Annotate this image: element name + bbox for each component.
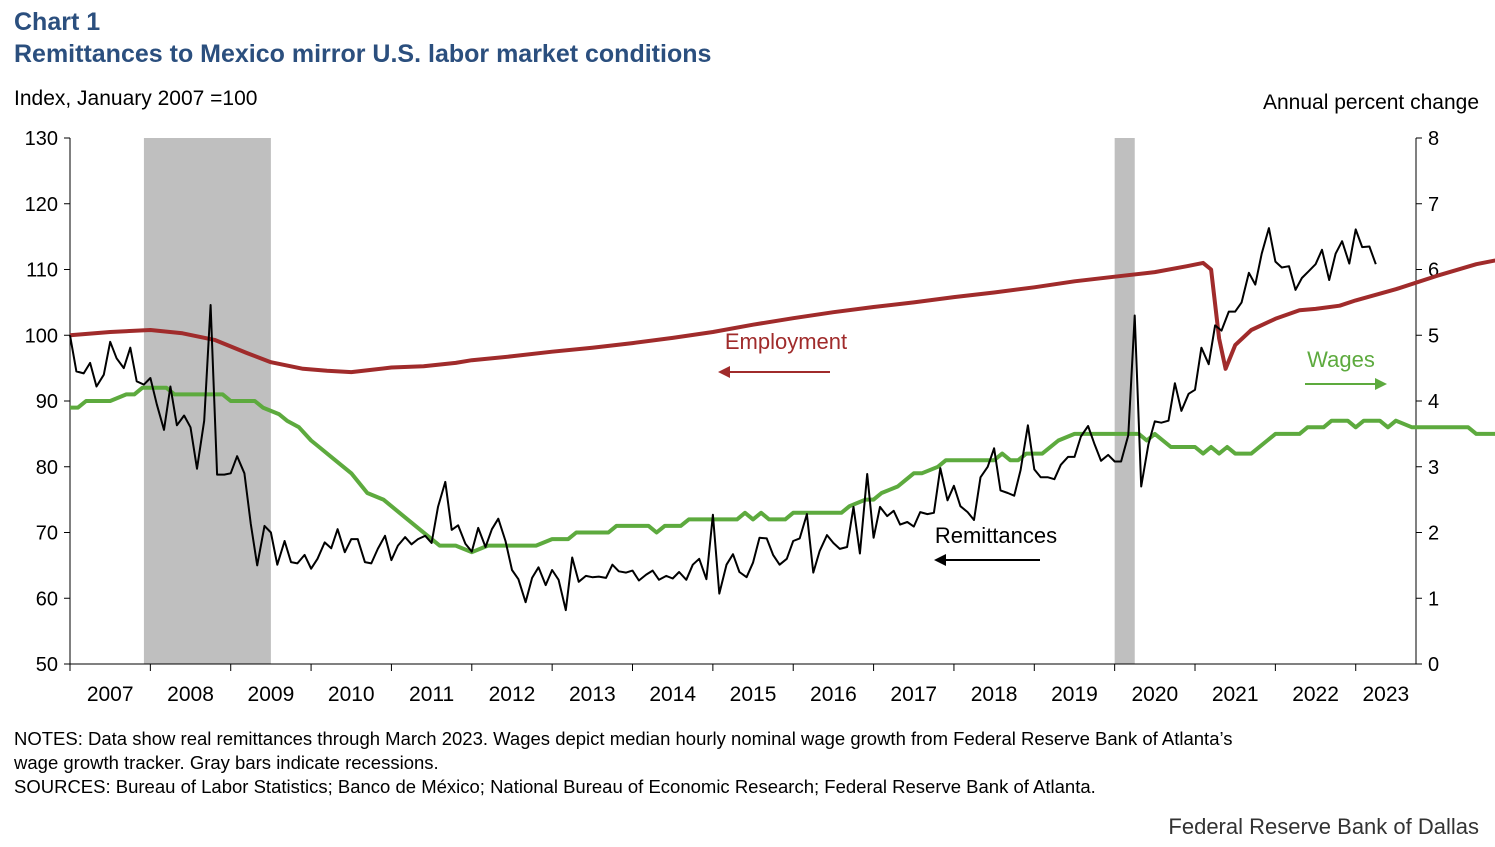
y-left-tick-label: 90 xyxy=(36,391,58,413)
chart-title: Remittances to Mexico mirror U.S. labor … xyxy=(14,40,712,68)
x-tick-label: 2008 xyxy=(167,683,214,706)
x-tick-label: 2021 xyxy=(1212,683,1259,706)
annotation-arrowhead-employment xyxy=(718,366,730,378)
sources-line: SOURCES: Bureau of Labor Statistics; Ban… xyxy=(14,776,1096,797)
chart-label: Chart 1 xyxy=(14,8,101,36)
annotation-arrowhead-wages xyxy=(1375,378,1387,390)
notes-line-2: wage growth tracker. Gray bars indicate … xyxy=(14,752,439,773)
y-right-tick-label: 5 xyxy=(1428,325,1439,347)
y-left-tick-label: 60 xyxy=(36,588,58,610)
annotation-wages: Wages xyxy=(1307,347,1375,372)
x-tick-label: 2014 xyxy=(649,683,696,706)
y-left-tick-label: 100 xyxy=(25,325,58,347)
y-axis-left-label: Index, January 2007 =100 xyxy=(14,87,258,110)
x-tick-label: 2023 xyxy=(1363,683,1410,706)
x-tick-label: 2010 xyxy=(328,683,375,706)
y-right-tick-label: 7 xyxy=(1428,194,1439,216)
annotation-arrowhead-remittances xyxy=(934,554,946,566)
x-tick-label: 2007 xyxy=(87,683,134,706)
series-line-employment xyxy=(69,258,1495,375)
recession-bar-2 xyxy=(1114,138,1135,664)
x-tick-label: 2009 xyxy=(248,683,295,706)
x-tick-label: 2011 xyxy=(409,683,454,706)
y-left-tick-label: 130 xyxy=(25,128,58,150)
credit: Federal Reserve Bank of Dallas xyxy=(1168,814,1479,839)
series-line-remittances xyxy=(69,227,1377,612)
series-line-wages xyxy=(70,385,1495,555)
x-tick-label: 2012 xyxy=(489,683,536,706)
y-right-tick-label: 1 xyxy=(1428,588,1439,610)
x-tick-label: 2018 xyxy=(971,683,1018,706)
y-axis-right-label: Annual percent change xyxy=(1263,91,1479,114)
y-right-tick-label: 3 xyxy=(1428,457,1439,479)
x-tick-label: 2022 xyxy=(1292,683,1339,706)
y-right-tick-label: 8 xyxy=(1428,128,1439,150)
y-right-tick-label: 6 xyxy=(1428,260,1439,282)
y-right-tick-label: 0 xyxy=(1428,654,1439,676)
y-left-tick-label: 50 xyxy=(36,654,58,676)
x-tick-label: 2016 xyxy=(810,683,857,706)
annotation-employment: Employment xyxy=(725,329,847,354)
x-tick-label: 2019 xyxy=(1051,683,1098,706)
y-left-tick-label: 70 xyxy=(36,523,58,545)
notes-line-1: NOTES: Data show real remittances throug… xyxy=(14,728,1233,749)
x-tick-label: 2020 xyxy=(1131,683,1178,706)
y-left-tick-label: 80 xyxy=(36,457,58,479)
x-tick-label: 2015 xyxy=(730,683,777,706)
y-left-tick-label: 110 xyxy=(26,260,58,282)
y-right-tick-label: 2 xyxy=(1428,523,1439,545)
x-tick-label: 2013 xyxy=(569,683,616,706)
notes: NOTES: Data show real remittances throug… xyxy=(14,727,1479,799)
y-left-tick-label: 120 xyxy=(25,194,58,216)
x-tick-label: 2017 xyxy=(890,683,937,706)
y-right-tick-label: 4 xyxy=(1428,391,1439,413)
annotation-remittances: Remittances xyxy=(935,523,1057,548)
